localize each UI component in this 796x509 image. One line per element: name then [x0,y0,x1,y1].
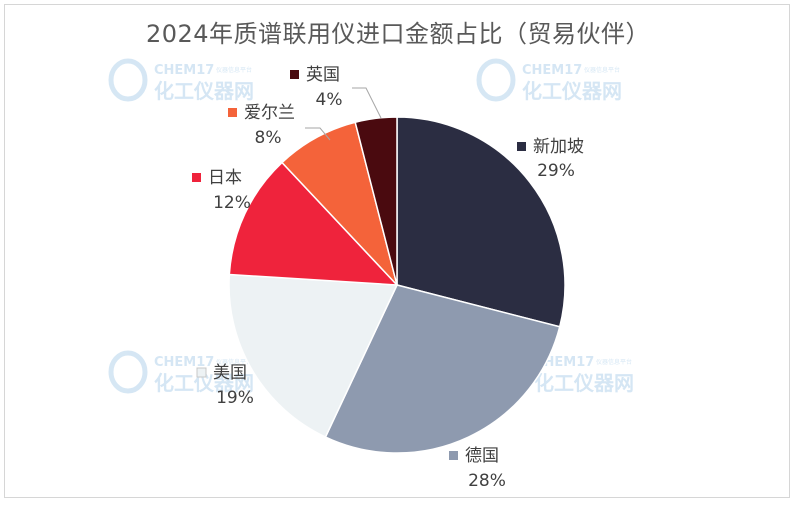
slice-labels: 新加坡 29% 德国 28% 美国 19% 日本 12% 爱尔兰 8% 英国 4% [192,65,584,491]
slice-label-name-1: 德国 [465,446,499,466]
pie-slice-2 [228,273,399,439]
watermark-swirl-icon [108,58,148,102]
watermark-name: 化工仪器网 [522,79,622,103]
slice-label-value-2: 19% [216,388,254,408]
watermark-tagline: 仪器信息平台 [596,358,632,366]
pie-slices [228,116,566,454]
pie-slice-5 [354,116,398,286]
leader-line-5 [352,87,382,119]
watermark-tagline: 仪器信息平台 [216,66,252,74]
watermark-brand: CHEM17 [534,355,594,370]
watermark-swirl-icon [108,350,148,394]
label-marker-0 [517,142,526,151]
pie-slice-1 [324,284,561,454]
slice-label-value-5: 4% [316,90,343,110]
label-marker-3 [192,173,201,182]
watermark-brand: CHEM17 [154,63,214,78]
watermark-brand: CHEM17 [522,63,582,78]
label-marker-1 [449,451,458,460]
label-marker-2 [196,367,207,378]
watermark-swirl-icon [476,58,516,102]
slice-label-name-4: 爱尔兰 [244,103,295,123]
slice-label-value-4: 8% [255,128,282,148]
slice-label-value-1: 28% [468,471,506,491]
label-marker-4 [228,108,237,117]
slice-label-name-3: 日本 [208,168,242,188]
leader-line-4 [305,127,331,141]
leader-lines [305,87,382,141]
slice-label-name-5: 英国 [306,65,340,85]
pie-slice-0 [396,116,566,328]
watermark-name: 化工仪器网 [534,371,634,395]
pie-slice-3 [228,161,399,286]
watermark-tagline: 仪器信息平台 [216,358,252,366]
chart-title: 2024年质谱联用仪进口金额占比（贸易伙伴） [145,20,651,48]
label-marker-5 [290,70,299,79]
watermark-tagline: 仪器信息平台 [584,66,620,74]
slice-label-value-3: 12% [213,193,251,213]
slice-label-name-2: 美国 [213,363,247,383]
slice-label-value-0: 29% [537,161,575,181]
slice-label-name-0: 新加坡 [533,137,584,157]
watermark-brand: CHEM17 [154,355,214,370]
watermark-name: 化工仪器网 [154,79,254,103]
